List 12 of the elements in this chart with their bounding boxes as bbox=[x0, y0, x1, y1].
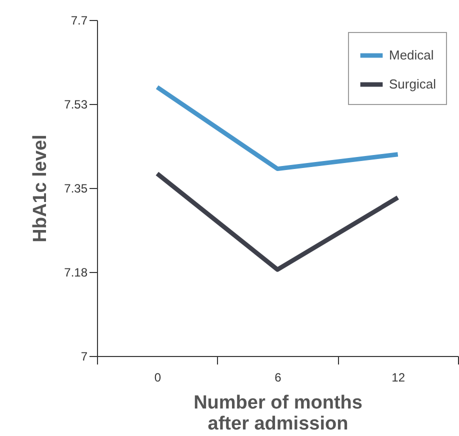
y-tick-label: 7.7 bbox=[70, 14, 88, 28]
legend-label: Surgical bbox=[389, 76, 436, 92]
x-tick-label: 6 bbox=[274, 370, 282, 384]
x-tick-label: 12 bbox=[392, 370, 406, 384]
y-tick-label: 7.35 bbox=[64, 182, 88, 196]
y-axis-title: HbA1c level bbox=[30, 134, 52, 242]
x-axis-title: Number of months after admission bbox=[194, 392, 362, 434]
y-tick-label: 7 bbox=[80, 350, 88, 364]
y-tick-label: 7.53 bbox=[64, 98, 88, 112]
x-tick-label: 0 bbox=[154, 370, 162, 384]
y-tick-label: 7.18 bbox=[64, 266, 88, 280]
legend-label: Medical bbox=[389, 48, 434, 62]
